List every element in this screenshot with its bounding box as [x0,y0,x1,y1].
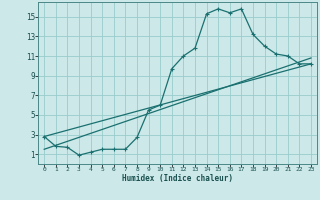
X-axis label: Humidex (Indice chaleur): Humidex (Indice chaleur) [122,174,233,183]
